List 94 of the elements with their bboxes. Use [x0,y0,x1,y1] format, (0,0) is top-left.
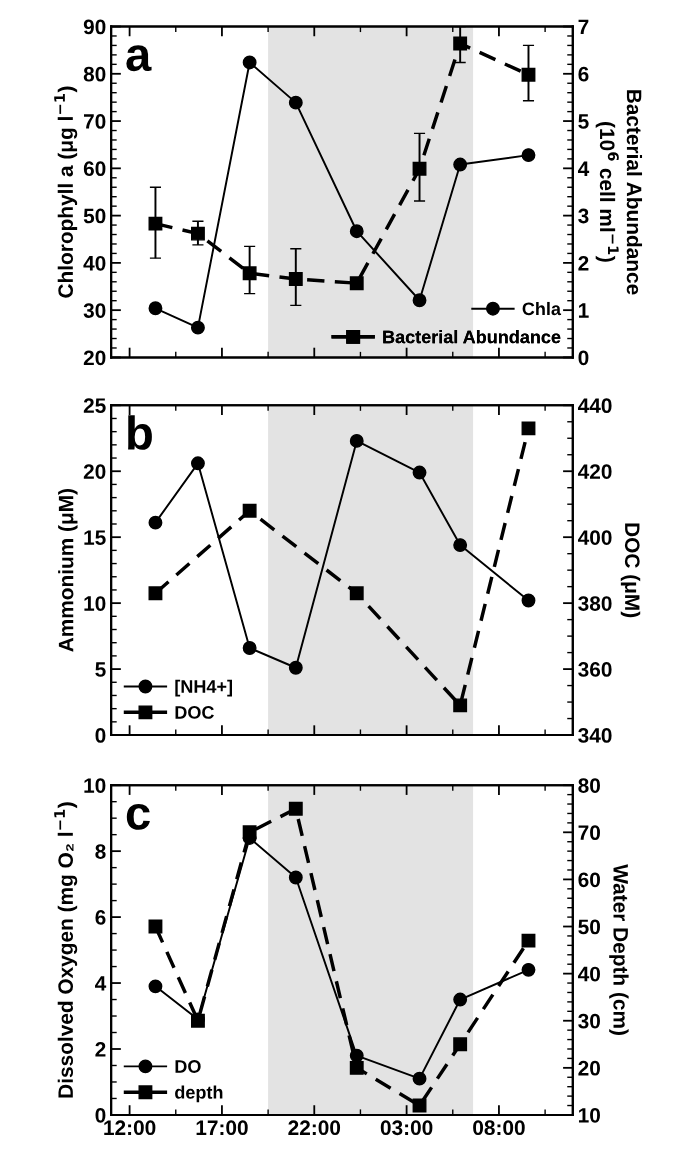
y-tick-label: 90 [83,19,106,35]
point [349,224,364,239]
y2-tick-label: 50 [578,919,600,935]
y2-tick-label: 4 [577,161,590,176]
point [288,660,303,675]
point [190,456,205,471]
point [288,95,303,110]
point [453,992,468,1007]
x-tick-label: 22:00 [288,1120,341,1136]
y-tick-label: 4 [95,976,107,991]
point [242,55,257,70]
point [148,979,163,994]
y-tick-label: 0 [95,728,106,743]
point [349,433,364,448]
point [412,293,427,308]
y2-tick-label: 5 [578,114,589,129]
y2-axis-title: Water Depth (cm) [609,864,629,1035]
annotation: c [126,803,150,830]
point [349,586,364,601]
y2-tick-label: 70 [578,825,600,841]
point [190,320,205,335]
point [242,503,257,518]
x-tick-label: 12:00 [104,1120,156,1136]
y-tick-label: 6 [95,910,106,925]
legend-label: [NH4+] [175,679,232,697]
y2-tick-label: 10 [578,1107,600,1123]
point [412,1071,427,1086]
y2-tick-label: 340 [578,728,612,743]
y2-axis-title: Bacterial Abundance (10$^{6}$ cell ml$^{−1}$) [595,90,643,295]
y-axis-title: Dissolved Oxygen (mg O₂ l$^{−1}$) [54,802,78,1098]
point [521,962,536,977]
y2-tick-label: 420 [577,464,612,479]
y-tick-label: 70 [84,114,106,129]
y2-tick-label: 60 [578,872,600,888]
y2-tick-label: 40 [577,966,600,982]
y2-axis-title: DOC (μM) [620,523,641,618]
y-tick-label: 10 [84,596,106,611]
y-tick-label: 40 [83,255,106,271]
y2-tick-label: 3 [578,208,589,224]
y2-tick-label: 6 [578,66,589,82]
y2-tick-label: 30 [578,1013,600,1029]
y-tick-label: 30 [83,303,106,318]
point [453,157,468,172]
legend-label: depth [175,1085,223,1103]
point [288,801,303,816]
point [242,825,257,840]
x-tick-label: 03:00 [380,1120,433,1136]
y2-tick-label: 0 [578,350,589,366]
y-tick-label: 10 [84,778,106,793]
point [148,515,163,530]
legend-label: Chla [522,301,562,316]
y-tick-label: 15 [84,530,106,545]
point [453,538,468,553]
y-tick-label: 8 [95,844,106,859]
point [349,276,364,291]
y-tick-label: 80 [83,66,106,82]
legend-label: DOC [175,706,214,719]
y2-tick-label: 80 [578,778,600,793]
y2-tick-label: 2 [578,255,589,271]
point [412,465,427,480]
y-tick-label: 50 [83,208,106,224]
point [521,148,536,163]
y2-tick-label: 440 [577,398,612,414]
annotation: a [126,45,152,72]
point [349,1060,364,1075]
y-tick-label: 25 [83,398,106,414]
point [521,933,536,948]
y2-tick-label: 380 [578,596,612,611]
point [521,421,536,436]
point [453,1037,468,1052]
y2-tick-label: 400 [577,530,612,545]
point [242,641,257,655]
y2-tick-label: 1 [578,303,589,318]
y-tick-label: 20 [83,350,106,366]
annotation: b [128,415,152,450]
x-tick-label: 08:00 [473,1120,525,1136]
y2-tick-label: 7 [578,19,589,35]
point [148,301,163,316]
legend-label: DO [175,1060,201,1073]
y-axis-title: Ammonium (μM) [58,489,78,652]
x-tick-label: 17:00 [196,1120,248,1136]
y-tick-label: 2 [95,1042,106,1057]
point [148,586,163,601]
legend-label: Bacterial Abundance [383,330,561,344]
y2-tick-label: 20 [578,1060,600,1076]
point [521,593,536,608]
y-axis-title: Chlorophyll a (μg l$^{−1}$) [54,86,78,298]
y-tick-label: 20 [83,464,106,479]
point [288,870,303,885]
y-tick-label: 0 [95,1107,106,1123]
point [453,698,468,713]
y-tick-label: 5 [95,662,106,677]
y-tick-label: 60 [83,161,106,177]
y2-tick-label: 360 [578,662,612,677]
